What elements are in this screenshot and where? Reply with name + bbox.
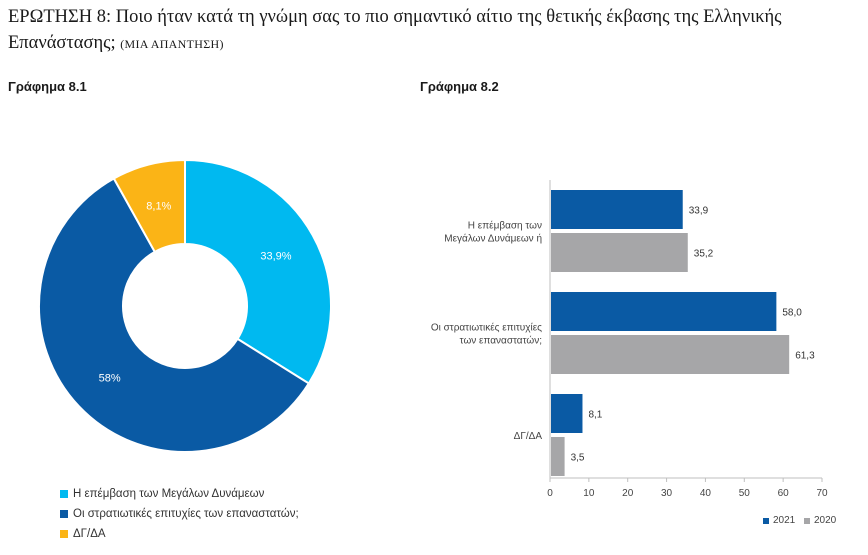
legend-swatch-2020 bbox=[804, 517, 810, 524]
x-tick-label-60: 60 bbox=[778, 488, 790, 499]
bar-value-military-2020: 61,3 bbox=[795, 351, 815, 362]
bar-intervention-2021 bbox=[551, 190, 683, 229]
legend-swatch-2021 bbox=[763, 517, 769, 524]
legend-label-2021: 2021 bbox=[773, 515, 796, 526]
question-title: ΕΡΩΤΗΣΗ 8: Ποιο ήταν κατά τη γνώμη σας τ… bbox=[8, 4, 863, 57]
question-note: (ΜΙΑ ΑΠΑΝΤΗΣΗ) bbox=[120, 37, 224, 51]
x-tick-label-70: 70 bbox=[816, 488, 828, 499]
bar-military-2020 bbox=[551, 335, 790, 374]
category-label-dk-line-1: ΔΓ/ΔΑ bbox=[514, 431, 543, 442]
chart-8-1-title: Γράφημα 8.1 bbox=[8, 79, 87, 94]
bar-military-2021 bbox=[551, 292, 777, 331]
category-label-military-line-2: των επαναστατών; bbox=[460, 335, 542, 347]
legend-label-intervention: Η επέμβαση των Μεγάλων Δυνάμεων bbox=[73, 488, 265, 500]
donut-chart: 33,9% 58% 8,1% bbox=[38, 158, 332, 453]
bar-value-military-2021: 58,0 bbox=[782, 308, 802, 319]
donut-label-military: 58% bbox=[99, 373, 121, 385]
bar-legend-item-2021: 2021 bbox=[763, 515, 795, 526]
chart-8-2-title: Γράφημα 8.2 bbox=[420, 79, 499, 94]
bar-intervention-2020 bbox=[551, 233, 688, 272]
legend-swatch-military bbox=[60, 510, 68, 518]
donut-slice-intervention bbox=[184, 158, 332, 385]
x-tick-label-50: 50 bbox=[739, 488, 751, 499]
legend-label-dk: ΔΓ/ΔΑ bbox=[73, 528, 106, 540]
bar-value-dk-2020: 3,5 bbox=[571, 453, 585, 464]
x-tick-label-10: 10 bbox=[583, 488, 595, 499]
question-text: ΕΡΩΤΗΣΗ 8: Ποιο ήταν κατά τη γνώμη σας τ… bbox=[8, 7, 782, 53]
x-tick-label-40: 40 bbox=[700, 488, 712, 499]
legend-label-2020: 2020 bbox=[814, 515, 837, 526]
bar-value-intervention-2020: 35,2 bbox=[694, 249, 714, 260]
donut-slice-military bbox=[38, 177, 311, 453]
x-tick-label-30: 30 bbox=[661, 488, 673, 499]
donut-legend-item-intervention: Η επέμβαση των Μεγάλων Δυνάμεων bbox=[60, 488, 264, 500]
category-label-intervention-line-2: Μεγάλων Δυνάμεων ή bbox=[444, 233, 542, 245]
bar-legend-item-2020: 2020 bbox=[804, 515, 836, 526]
donut-label-dk: 8,1% bbox=[146, 200, 171, 212]
bar-dk-2020 bbox=[551, 437, 565, 476]
bar-value-dk-2021: 8,1 bbox=[588, 410, 602, 421]
legend-swatch-intervention bbox=[60, 490, 68, 498]
bar-value-intervention-2021: 33,9 bbox=[689, 206, 709, 217]
donut-legend-item-dk: ΔΓ/ΔΑ bbox=[60, 528, 106, 540]
category-label-intervention-line-1: Η επέμβαση των bbox=[468, 220, 542, 232]
donut-legend-item-military: Οι στρατιωτικές επιτυχίες των επαναστατώ… bbox=[60, 508, 299, 520]
category-label-military-line-1: Οι στρατιωτικές επιτυχίες bbox=[431, 322, 542, 334]
legend-label-military: Οι στρατιωτικές επιτυχίες των επαναστατώ… bbox=[73, 508, 299, 520]
donut-slice-dk bbox=[112, 158, 186, 254]
x-tick-label-20: 20 bbox=[622, 488, 634, 499]
bar-dk-2021 bbox=[551, 394, 583, 433]
x-tick-label-0: 0 bbox=[547, 488, 553, 499]
donut-label-intervention: 33,9% bbox=[260, 251, 291, 263]
legend-swatch-dk bbox=[60, 530, 68, 538]
